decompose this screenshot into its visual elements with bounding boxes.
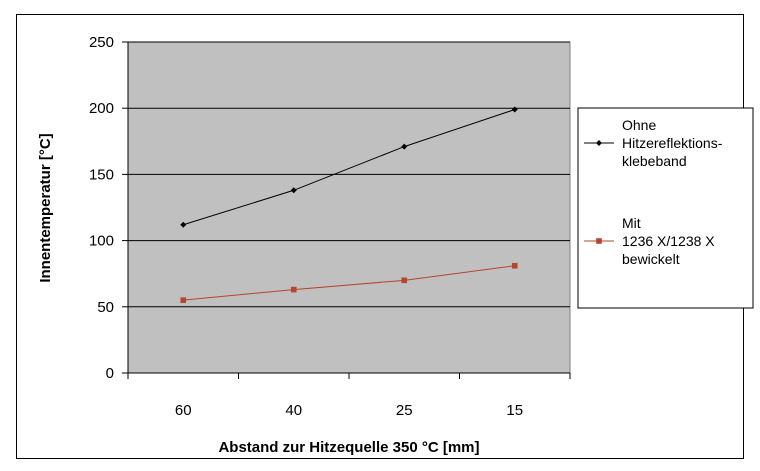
- legend-label: klebeband: [622, 153, 687, 169]
- legend-label: bewickelt: [622, 251, 680, 267]
- y-axis-title: Innentemperatur [°C]: [37, 133, 54, 282]
- data-point: [401, 143, 408, 150]
- y-tick-label: 50: [97, 299, 114, 316]
- data-point: [290, 286, 297, 293]
- y-tick-labels: 0 50 100 150 200 250: [89, 34, 114, 382]
- legend-label: Hitzereflektions-: [622, 135, 723, 151]
- y-tick-label: 250: [89, 34, 114, 51]
- gridlines: [128, 41, 570, 308]
- legend-label: 1236 X/1238 X: [622, 233, 715, 249]
- data-point: [180, 221, 187, 228]
- x-axis-title: Abstand zur Hitzequelle 350 °C [mm]: [218, 439, 479, 456]
- series-line: [183, 265, 515, 301]
- series-line: [183, 109, 515, 226]
- data-point: [401, 277, 408, 284]
- x-tick-label: 25: [396, 402, 413, 419]
- legend: Ohne Hitzereflektions-klebeband Mit 1236 X/…: [584, 117, 723, 267]
- data-point: [180, 297, 187, 303]
- x-tick-label: 40: [285, 402, 302, 419]
- y-tick-label: 100: [89, 233, 114, 250]
- data-series: [180, 106, 518, 303]
- y-tick-label: 150: [89, 166, 114, 183]
- axes: [122, 41, 571, 379]
- data-point: [596, 140, 602, 146]
- data-point: [511, 106, 518, 113]
- data-point: [290, 187, 297, 194]
- data-point: [511, 262, 518, 269]
- x-tick-labels: 60 40 25 15: [175, 402, 523, 419]
- legend-label: Ohne: [622, 117, 656, 133]
- x-tick-label: 15: [506, 402, 523, 419]
- legend-label: Mit: [622, 215, 641, 231]
- y-tick-label: 0: [106, 365, 114, 382]
- legend-box: [577, 107, 754, 309]
- plot-area: [127, 41, 571, 374]
- y-tick-label: 200: [89, 100, 114, 117]
- data-point: [596, 238, 602, 244]
- x-tick-label: 60: [175, 402, 192, 419]
